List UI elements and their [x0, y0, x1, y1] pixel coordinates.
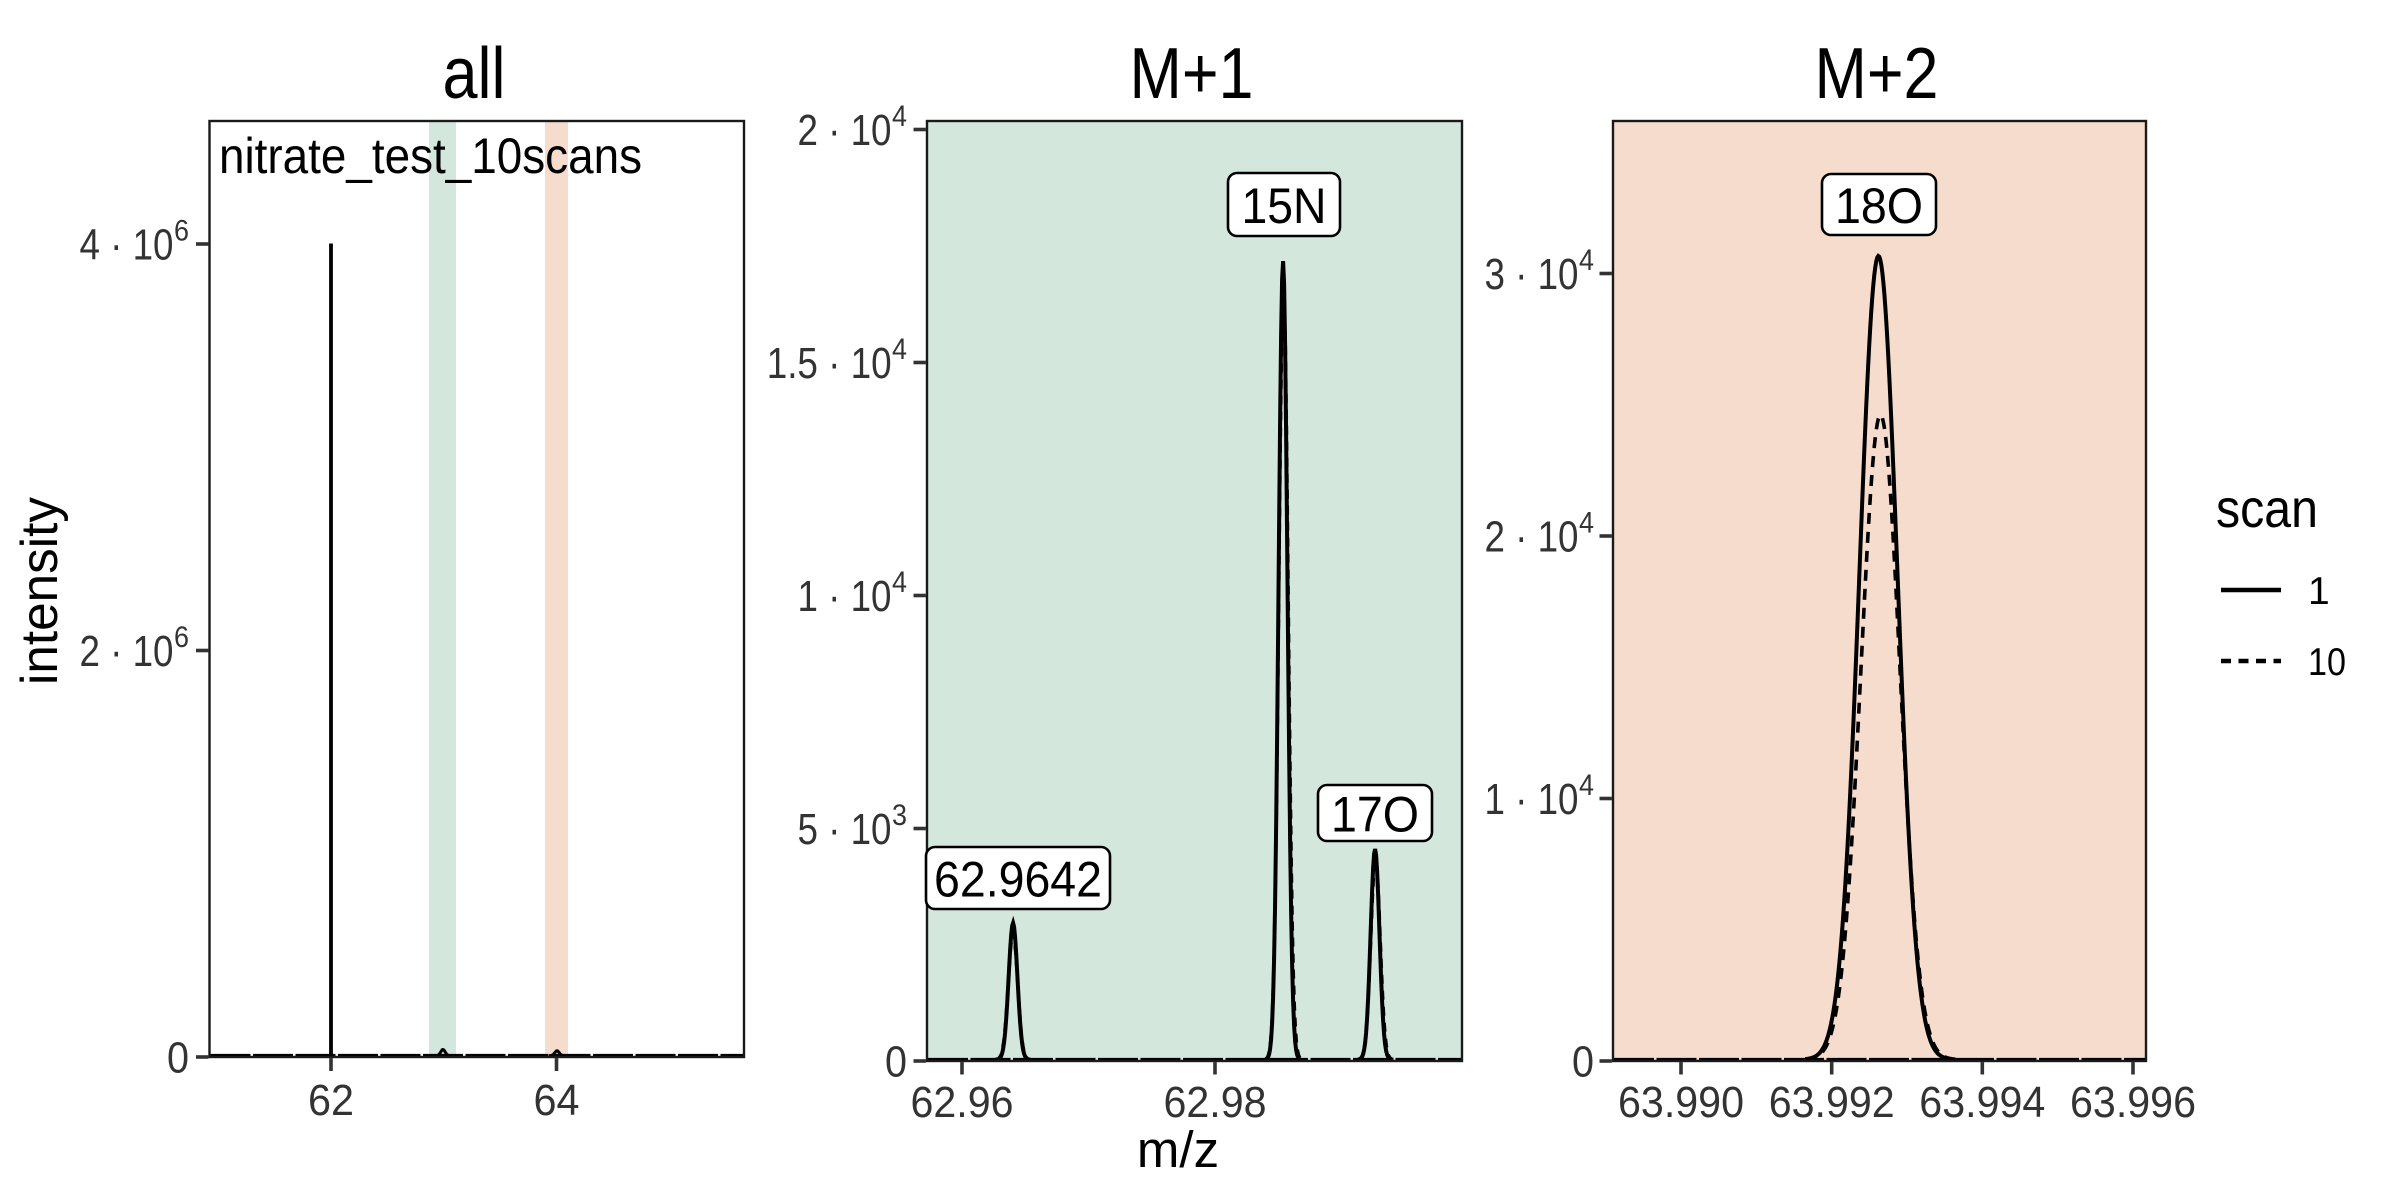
- svg-text:3 · 10: 3 · 10: [1485, 250, 1579, 299]
- svg-text:nitrate_test_10scans: nitrate_test_10scans: [219, 128, 642, 184]
- svg-text:3: 3: [892, 799, 907, 832]
- svg-text:4: 4: [1579, 507, 1594, 540]
- svg-text:63.996: 63.996: [2070, 1078, 2196, 1127]
- svg-text:0: 0: [885, 1038, 907, 1087]
- svg-text:6: 6: [174, 621, 189, 654]
- svg-text:4: 4: [1579, 769, 1594, 802]
- svg-text:10: 10: [2308, 641, 2346, 684]
- svg-text:1.5 · 10: 1.5 · 10: [767, 339, 892, 388]
- svg-text:63.994: 63.994: [1919, 1078, 2045, 1127]
- svg-text:4 · 10: 4 · 10: [80, 221, 174, 270]
- svg-text:4: 4: [892, 100, 907, 133]
- svg-text:1 · 10: 1 · 10: [798, 572, 892, 621]
- svg-text:62: 62: [308, 1076, 354, 1125]
- svg-text:62.9642: 62.9642: [934, 852, 1102, 908]
- svg-text:64: 64: [534, 1076, 580, 1125]
- svg-text:all: all: [443, 34, 506, 114]
- svg-text:1: 1: [2308, 570, 2330, 613]
- svg-text:4: 4: [892, 333, 907, 366]
- svg-text:5 · 10: 5 · 10: [798, 805, 892, 854]
- svg-text:0: 0: [1572, 1038, 1594, 1087]
- svg-text:2 · 10: 2 · 10: [1485, 513, 1579, 562]
- svg-text:1 · 10: 1 · 10: [1485, 775, 1579, 824]
- svg-text:intensity: intensity: [11, 497, 69, 685]
- svg-text:6: 6: [174, 215, 189, 248]
- svg-text:62.96: 62.96: [911, 1078, 1014, 1127]
- svg-text:M+2: M+2: [1815, 34, 1939, 114]
- svg-text:17O: 17O: [1331, 787, 1419, 843]
- svg-text:0: 0: [167, 1034, 189, 1083]
- svg-text:scan: scan: [2216, 479, 2318, 539]
- svg-text:63.992: 63.992: [1769, 1078, 1895, 1127]
- svg-text:4: 4: [1579, 244, 1594, 277]
- svg-text:2 · 10: 2 · 10: [798, 106, 892, 155]
- svg-text:m/z: m/z: [1137, 1121, 1219, 1178]
- svg-text:62.98: 62.98: [1164, 1078, 1267, 1127]
- svg-text:63.990: 63.990: [1618, 1078, 1744, 1127]
- svg-text:2 · 10: 2 · 10: [80, 627, 174, 676]
- svg-text:M+1: M+1: [1130, 34, 1254, 114]
- svg-text:18O: 18O: [1835, 178, 1923, 234]
- svg-text:15N: 15N: [1242, 178, 1327, 234]
- svg-text:4: 4: [892, 566, 907, 599]
